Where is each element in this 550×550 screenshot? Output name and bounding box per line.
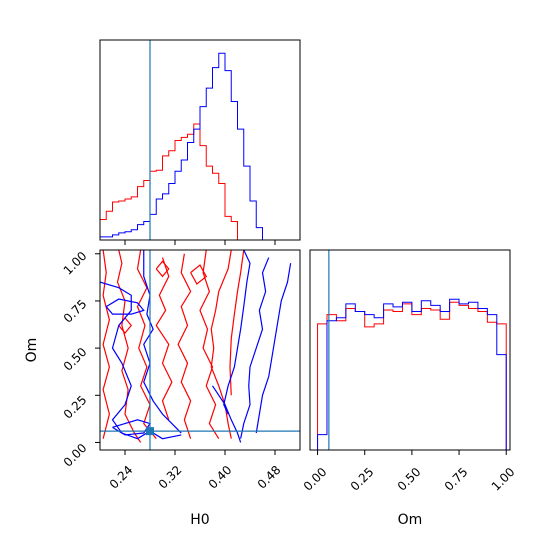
contour-red — [199, 250, 220, 439]
om-y-tick-label: 1.00 — [61, 249, 90, 278]
truth-marker — [146, 427, 154, 436]
contour-lines — [100, 250, 292, 443]
h0-tick-label: 0.24 — [107, 463, 136, 492]
om-y-tick-label: 0.00 — [61, 441, 90, 470]
om-x-tick-label: 0.50 — [395, 465, 424, 494]
x-axis-label-h0: H0 — [190, 512, 209, 528]
h0-om-contour-panel — [95, 249, 301, 455]
contour-blue — [100, 281, 182, 440]
h0-tick-label: 0.32 — [156, 463, 185, 492]
om-y-tick-label: 0.25 — [61, 393, 90, 422]
om-x-tick-label: 0.75 — [442, 465, 471, 494]
contour-blue — [255, 263, 292, 434]
x-axis-label-om: Om — [398, 512, 423, 528]
contour-blue — [240, 257, 270, 439]
om-hist-frame — [309, 249, 511, 451]
contour-red — [229, 250, 245, 396]
contour-red — [102, 250, 110, 439]
om-y-tick-label: 0.75 — [61, 297, 90, 326]
h0-hist-frame — [99, 39, 301, 241]
om-hist-blue-series — [317, 298, 507, 450]
contour-blue — [223, 250, 251, 415]
om-histogram-panel — [309, 249, 511, 455]
h0-hist-blue-series — [99, 52, 300, 241]
h0-hist-red-series — [99, 123, 257, 241]
contour-red — [116, 250, 142, 443]
contour-red — [177, 253, 192, 439]
h0-tick-label: 0.48 — [255, 463, 284, 492]
contour-red-loop — [190, 264, 208, 285]
om-x-tick-label: 1.00 — [489, 465, 518, 494]
h0-tick-label: 0.40 — [206, 463, 235, 492]
om-x-tick-label: 0.25 — [348, 465, 377, 494]
om-hist-red-series — [317, 301, 507, 450]
y-axis-label-om: Om — [24, 338, 40, 363]
h0-histogram-panel — [99, 39, 301, 245]
contour-red — [155, 257, 173, 420]
contour-red — [136, 250, 157, 440]
contour-blue — [211, 385, 242, 443]
om-x-tick-label: 0.00 — [301, 465, 330, 494]
contour-frame — [99, 249, 301, 451]
contour-red-loop — [118, 316, 133, 334]
contour-red-loop — [155, 260, 170, 278]
contour-blue — [143, 250, 182, 434]
contour-blue-loop — [105, 298, 145, 315]
om-y-tick-label: 0.50 — [61, 345, 90, 374]
